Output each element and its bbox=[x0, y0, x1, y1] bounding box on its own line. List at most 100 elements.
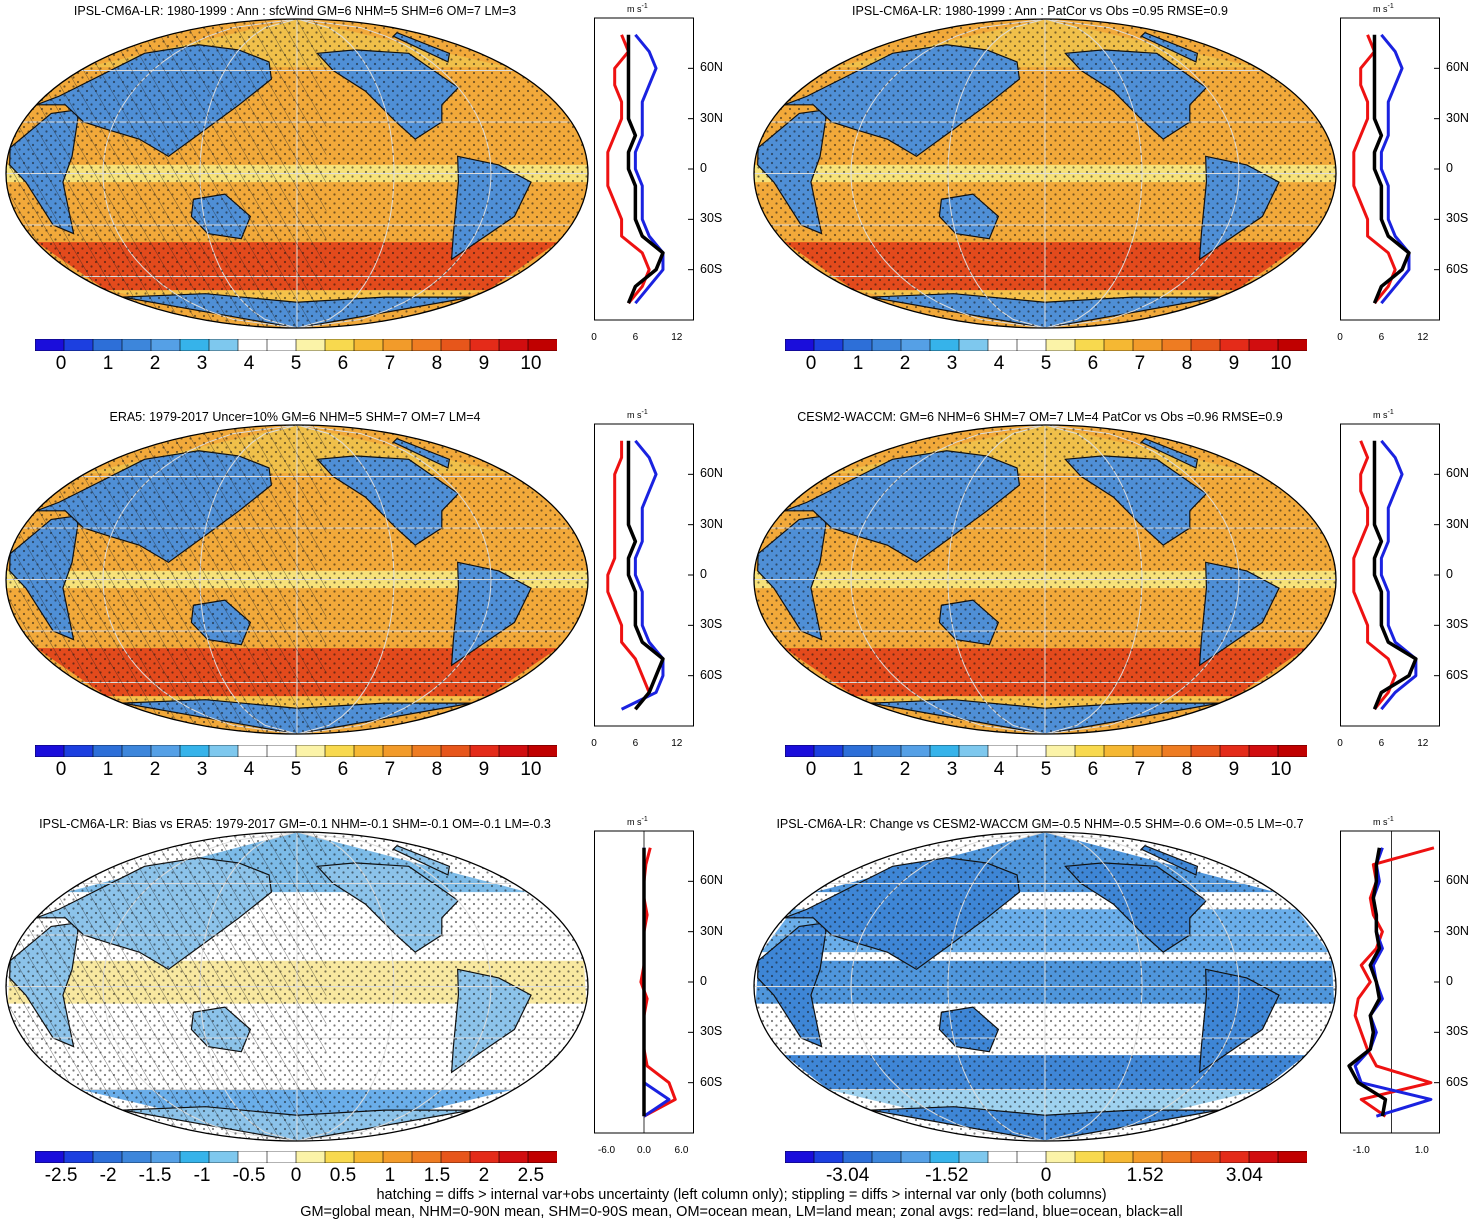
zonal-x-tick-label: 1.0 bbox=[1414, 1145, 1429, 1156]
colorbar-label: -1.5 bbox=[138, 1165, 172, 1186]
panel-5-map bbox=[5, 831, 589, 1142]
zonal-line-all bbox=[1347, 847, 1388, 1117]
unit-text: m s bbox=[1373, 410, 1388, 420]
map-border bbox=[753, 18, 1337, 329]
colorbar-label: 6 bbox=[337, 759, 349, 780]
unit-exponent: -1 bbox=[1387, 3, 1394, 10]
colorbar-swatch bbox=[1132, 745, 1163, 757]
colorbar-label: 0 bbox=[55, 353, 67, 374]
unit-exponent: -1 bbox=[1387, 409, 1394, 416]
colorbar-swatch bbox=[411, 339, 442, 351]
colorbar-swatch bbox=[1190, 1151, 1221, 1163]
colorbar-label: 0 bbox=[55, 759, 67, 780]
lat-label: 0 bbox=[700, 567, 707, 581]
colorbar-swatch bbox=[1045, 1151, 1076, 1163]
unit-exponent: -1 bbox=[1387, 816, 1394, 823]
unit-exponent: -1 bbox=[641, 3, 648, 10]
zonal-line-ocean bbox=[633, 33, 665, 305]
colorbar-swatch bbox=[237, 745, 268, 757]
zonal-x-tick-label: 6 bbox=[632, 332, 639, 343]
colorbar-label: 2 bbox=[478, 1165, 490, 1186]
colorbar-swatch bbox=[1277, 745, 1307, 757]
colorbar-label: -0.5 bbox=[232, 1165, 266, 1186]
colorbar-swatch bbox=[842, 339, 873, 351]
colorbar-swatch bbox=[1219, 339, 1250, 351]
lat-label: 30N bbox=[700, 923, 723, 938]
lat-label: 60N bbox=[700, 466, 723, 481]
lat-label: 0 bbox=[700, 161, 707, 175]
colorbar-label: 8 bbox=[431, 353, 443, 374]
hatching-overlay bbox=[6, 425, 327, 734]
panel-5-colorbar bbox=[35, 1151, 557, 1163]
colorbar-label: 2 bbox=[149, 353, 161, 374]
footer-line-2: GM=global mean, NHM=0-90N mean, SHM=0-90… bbox=[300, 1204, 1183, 1220]
colorbar-swatch bbox=[411, 745, 442, 757]
colorbar-swatch bbox=[813, 339, 844, 351]
colorbar-swatch bbox=[266, 339, 297, 351]
colorbar-swatch bbox=[324, 745, 355, 757]
panel-6-map bbox=[753, 831, 1337, 1142]
zonal-x-tick-label: 0 bbox=[591, 738, 597, 749]
panel-4-map bbox=[753, 424, 1337, 735]
colorbar-swatch bbox=[929, 1151, 960, 1163]
stippling-overlay bbox=[754, 425, 1336, 734]
colorbar-label: 8 bbox=[1181, 759, 1193, 780]
colorbar-swatch bbox=[295, 1151, 326, 1163]
colorbar-swatch bbox=[842, 745, 873, 757]
colorbar-swatch bbox=[440, 745, 471, 757]
unit-text: m s bbox=[1373, 817, 1388, 827]
colorbar-swatch bbox=[1190, 745, 1221, 757]
colorbar-swatch bbox=[382, 1151, 413, 1163]
zonal-line-land bbox=[1353, 846, 1435, 1118]
colorbar-swatch bbox=[929, 339, 960, 351]
colorbar-swatch bbox=[871, 1151, 902, 1163]
lat-label: 60S bbox=[1446, 261, 1469, 276]
lat-label: 30N bbox=[1446, 923, 1469, 938]
zonal-line-all bbox=[626, 34, 665, 304]
colorbar-swatch bbox=[121, 745, 152, 757]
zonal-line-land bbox=[606, 34, 651, 305]
zonal-line-all bbox=[626, 440, 665, 711]
colorbar-label: 9 bbox=[1228, 759, 1240, 780]
lat-label: 60N bbox=[1446, 873, 1469, 888]
zonal-unit-label: m s-1 bbox=[1373, 409, 1394, 420]
zonal-unit-label: m s-1 bbox=[1373, 816, 1394, 827]
colorbar-swatch bbox=[35, 1151, 65, 1163]
panel-6-colorbar-labels: -3.04 -1.52 0 1.52 3.04 bbox=[785, 1165, 1307, 1187]
colorbar-label: 10 bbox=[1270, 353, 1292, 374]
panel-3-colorbar-labels: 0 1 2 3 4 5 6 7 8 9 10 bbox=[35, 759, 557, 781]
colorbar-swatch bbox=[1074, 339, 1105, 351]
colorbar-label: 8 bbox=[431, 759, 443, 780]
lat-label: 30N bbox=[1446, 110, 1469, 125]
zonal-unit-label: m s-1 bbox=[627, 3, 648, 14]
panel-3-zonal-plot bbox=[594, 423, 694, 727]
colorbar-label: 6 bbox=[337, 353, 349, 374]
unit-text: m s bbox=[1373, 4, 1388, 14]
colorbar-swatch bbox=[1277, 339, 1307, 351]
colorbar-swatch bbox=[527, 339, 557, 351]
colorbar-swatch bbox=[353, 1151, 384, 1163]
lat-label: 60S bbox=[700, 1074, 723, 1089]
colorbar-swatch bbox=[63, 339, 94, 351]
map-border bbox=[753, 424, 1337, 735]
lat-label: 30N bbox=[700, 516, 723, 531]
colorbar-label: 1.5 bbox=[423, 1165, 451, 1186]
colorbar-swatch bbox=[295, 339, 326, 351]
zonal-x-tick-label: 6.0 bbox=[674, 1145, 689, 1156]
colorbar-swatch bbox=[237, 1151, 268, 1163]
colorbar-swatch bbox=[353, 745, 384, 757]
lat-label: 0 bbox=[700, 974, 707, 988]
colorbar-swatch bbox=[900, 745, 931, 757]
colorbar-swatch bbox=[1074, 1151, 1105, 1163]
lat-label: 60S bbox=[1446, 667, 1469, 682]
colorbar-label: 3 bbox=[196, 353, 208, 374]
panel-2-colorbar-labels: 0 1 2 3 4 5 6 7 8 9 10 bbox=[785, 353, 1307, 375]
colorbar-swatch bbox=[871, 745, 902, 757]
footer-line-1: hatching = diffs > internal var+obs unce… bbox=[376, 1187, 1107, 1203]
panel-1-colorbar bbox=[35, 339, 557, 351]
lat-label: 60N bbox=[700, 60, 723, 75]
colorbar-swatch bbox=[958, 339, 989, 351]
panel-5-colorbar-labels: -2.5 -2 -1.5 -1 -0.5 0 0.5 1 1.5 2 2.5 bbox=[35, 1165, 557, 1187]
colorbar-label: 0 bbox=[1040, 1165, 1052, 1186]
colorbar-swatch bbox=[1248, 1151, 1279, 1163]
